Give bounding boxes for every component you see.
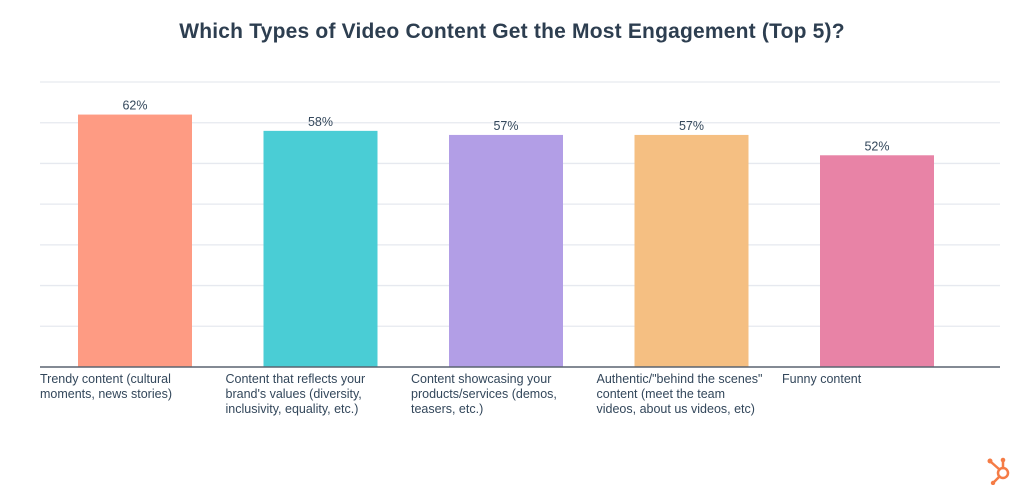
chart-title: Which Types of Video Content Get the Mos… <box>179 20 845 43</box>
bar <box>263 130 378 367</box>
x-tick-label: Content showcasing your products/service… <box>411 372 557 416</box>
x-tick-label: Trendy content (cultural moments, news s… <box>40 372 172 401</box>
data-label: 57% <box>493 119 518 133</box>
x-tick-label: Funny content <box>782 372 862 386</box>
x-tick-label: Content that reflects your brand's value… <box>225 372 366 416</box>
bar <box>449 134 563 367</box>
data-label: 57% <box>679 119 704 133</box>
data-label: 52% <box>864 139 889 153</box>
data-label: 58% <box>308 115 333 129</box>
bar <box>78 114 192 367</box>
hubspot-sprocket-icon <box>987 457 1010 485</box>
x-tick-label: Authentic/"behind the scenes" content (m… <box>596 372 763 416</box>
bar <box>820 155 934 367</box>
data-label: 62% <box>122 99 147 113</box>
bar <box>634 134 749 367</box>
